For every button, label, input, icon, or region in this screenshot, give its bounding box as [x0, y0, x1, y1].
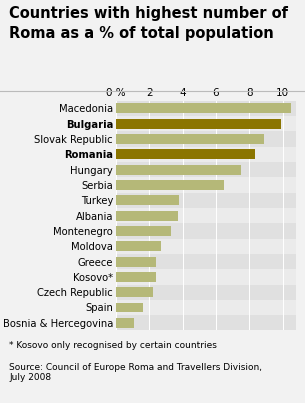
Bar: [116, 134, 264, 144]
Bar: [116, 257, 156, 266]
Bar: [116, 239, 296, 254]
Bar: [116, 165, 241, 174]
Bar: [116, 226, 171, 236]
Bar: [116, 318, 134, 328]
Bar: [116, 177, 296, 193]
Bar: [116, 272, 156, 282]
Bar: [116, 287, 152, 297]
Bar: [116, 241, 161, 251]
Bar: [116, 162, 296, 177]
Bar: [116, 119, 281, 129]
Bar: [116, 150, 255, 159]
Bar: [116, 116, 296, 131]
Bar: [116, 208, 296, 223]
Bar: [116, 300, 296, 315]
Bar: [116, 223, 296, 239]
Bar: [116, 254, 296, 269]
Text: * Kosovo only recognised by certain countries: * Kosovo only recognised by certain coun…: [9, 341, 217, 349]
Bar: [116, 101, 296, 116]
Bar: [116, 131, 296, 147]
Bar: [116, 303, 142, 312]
Text: Source: Council of Europe Roma and Travellers Division,
July 2008: Source: Council of Europe Roma and Trave…: [9, 363, 262, 382]
Text: Countries with highest number of
Roma as a % of total population: Countries with highest number of Roma as…: [9, 6, 288, 41]
Bar: [116, 285, 296, 300]
Bar: [116, 147, 296, 162]
Bar: [116, 269, 296, 285]
Bar: [116, 193, 296, 208]
Bar: [116, 104, 291, 113]
Bar: [116, 315, 296, 330]
Bar: [116, 195, 179, 205]
Bar: [116, 211, 178, 220]
Bar: [116, 180, 224, 190]
